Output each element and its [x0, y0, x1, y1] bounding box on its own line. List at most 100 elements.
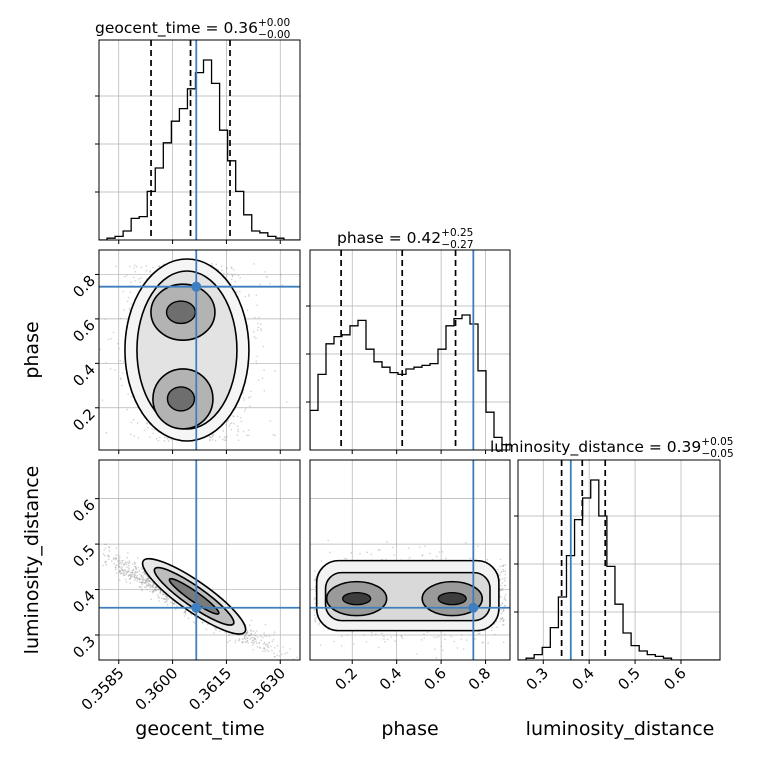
sample-point: [99, 348, 101, 351]
sample-point: [105, 362, 107, 364]
sample-point: [128, 570, 130, 573]
panel-frame: [517, 459, 721, 661]
sample-point: [139, 578, 141, 581]
sample-point: [317, 624, 320, 626]
sample-point: [440, 645, 442, 648]
sample-point: [117, 554, 120, 556]
sample-point: [318, 622, 321, 625]
sample-point: [146, 423, 148, 425]
sample-point: [244, 634, 247, 636]
sample-point: [121, 572, 124, 574]
sample-point: [370, 631, 373, 634]
contour-core-1: [166, 386, 196, 412]
sample-point: [350, 552, 352, 554]
sample-point: [201, 621, 204, 624]
sample-point: [464, 541, 467, 544]
sample-point: [255, 640, 257, 643]
sample-point: [224, 631, 227, 634]
sample-point: [140, 574, 143, 577]
sample-point: [129, 291, 132, 294]
sample-point: [130, 576, 132, 578]
sample-point: [140, 581, 143, 584]
sample-point: [142, 581, 145, 584]
sample-point: [165, 595, 167, 598]
sample-point: [246, 632, 248, 634]
sample-point: [152, 266, 154, 269]
sample-point: [122, 569, 125, 572]
sample-point: [486, 558, 489, 561]
sample-point: [123, 569, 126, 571]
sample-point: [211, 435, 214, 438]
sample-point: [173, 602, 175, 605]
sample-point: [112, 558, 115, 561]
sample-point: [265, 635, 268, 637]
sample-point: [240, 420, 243, 423]
sample-point: [371, 633, 373, 636]
sample-point: [504, 573, 507, 576]
sample-point: [502, 641, 505, 644]
sample-point: [243, 410, 246, 412]
sample-point: [231, 634, 233, 636]
sample-point: [499, 620, 501, 623]
sample-point: [236, 425, 239, 428]
x-axis-label-luminosity-distance: luminosity_distance: [526, 718, 715, 740]
sample-point: [260, 329, 263, 332]
sample-point: [254, 638, 257, 641]
sample-point: [269, 282, 271, 285]
sample-point: [133, 561, 136, 563]
sample-point: [249, 624, 251, 626]
sample-point: [156, 586, 158, 588]
sample-point: [155, 589, 157, 591]
sample-point: [105, 560, 107, 563]
sample-point: [145, 581, 148, 584]
sample-point: [123, 563, 125, 566]
sample-point: [124, 562, 127, 565]
sample-point: [101, 399, 104, 401]
sample-point: [244, 641, 247, 644]
sample-point: [209, 436, 212, 438]
sample-point: [499, 558, 502, 561]
sample-point: [126, 561, 129, 564]
sample-point: [193, 615, 196, 618]
sample-point: [118, 559, 121, 562]
sample-point: [230, 266, 233, 269]
sample-point: [129, 582, 132, 584]
sample-point: [282, 646, 284, 648]
sample-point: [159, 589, 162, 592]
sample-point: [134, 562, 136, 564]
sample-point: [93, 544, 95, 546]
sample-point: [104, 561, 106, 563]
panel-content: [99, 250, 300, 450]
sample-point: [503, 579, 506, 582]
sample-point: [143, 578, 145, 581]
sample-point: [244, 638, 247, 640]
sample-point: [314, 579, 316, 581]
sample-point: [127, 552, 129, 554]
sample-point: [501, 587, 504, 590]
sample-point: [393, 554, 395, 556]
sample-point: [132, 573, 135, 576]
sample-point: [501, 617, 504, 619]
sample-point: [232, 634, 234, 636]
sample-point: [210, 436, 213, 439]
x-axis-label-geocent-time: geocent_time: [135, 718, 264, 740]
sample-point: [159, 591, 161, 594]
sample-point: [123, 574, 126, 577]
sample-point: [141, 580, 144, 583]
sample-point: [142, 575, 144, 577]
sample-point: [122, 560, 124, 562]
sample-point: [260, 639, 262, 642]
sample-point: [130, 395, 133, 398]
sample-point: [130, 281, 132, 284]
sample-point: [352, 643, 355, 645]
sample-point: [212, 433, 215, 436]
sample-point: [247, 396, 250, 399]
sample-point: [105, 432, 108, 434]
sample-point: [263, 369, 265, 371]
sample-point: [132, 569, 134, 571]
sample-point: [436, 555, 438, 558]
sample-point: [500, 617, 502, 619]
sample-point: [474, 638, 476, 640]
sample-point: [138, 569, 141, 572]
sample-point: [215, 629, 217, 632]
